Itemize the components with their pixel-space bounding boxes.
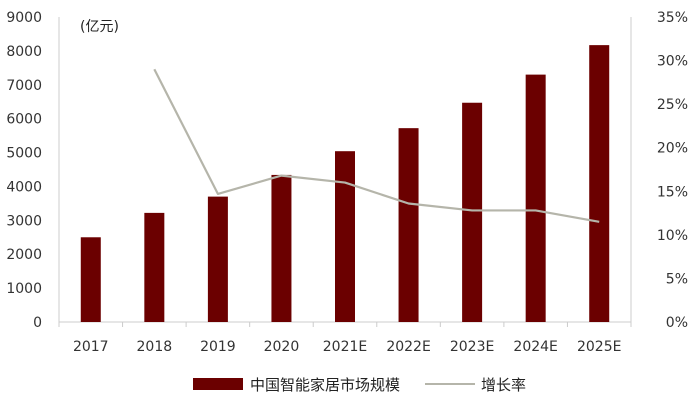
right-axis-tick-label: 10% xyxy=(657,228,688,244)
left-axis-tick-label: 2000 xyxy=(6,247,42,263)
x-axis-tick-label: 2018 xyxy=(137,339,173,355)
x-axis-tick-label: 2019 xyxy=(200,339,236,355)
tick-labels: 0 1000 2000 3000 4000 5000 6000 7000 8000 9000 0% 5… xyxy=(6,10,688,355)
x-axis-tick-label: 2020 xyxy=(264,339,300,355)
x-axis-tick-label: 2025E xyxy=(577,339,621,355)
left-axis-tick-label: 5000 xyxy=(6,146,42,162)
left-axis-tick-label: 3000 xyxy=(6,213,42,229)
right-axis-tick-label: 35% xyxy=(657,10,688,26)
left-axis-tick-label: 0 xyxy=(33,315,42,331)
x-axis-tick-label: 2017 xyxy=(73,339,109,355)
right-axis-tick-label: 25% xyxy=(657,97,688,113)
bar xyxy=(589,45,610,322)
bar xyxy=(271,174,292,322)
bar xyxy=(335,151,355,322)
left-axis-tick-label: 6000 xyxy=(6,112,42,128)
growth-rate-line xyxy=(153,68,600,223)
x-axis-tick-label: 2023E xyxy=(450,339,494,355)
bar xyxy=(207,196,228,322)
left-axis-unit-label: (亿元) xyxy=(80,19,119,35)
right-axis-tick-label: 0% xyxy=(666,315,688,331)
left-axis-tick-label: 7000 xyxy=(6,78,42,94)
bar xyxy=(80,237,101,322)
x-axis-tick-label: 2021E xyxy=(323,339,367,355)
bar-series xyxy=(80,45,610,322)
line-series xyxy=(153,68,600,223)
bar xyxy=(144,212,165,322)
right-axis-tick-label: 5% xyxy=(666,271,688,287)
x-axis-tick-label: 2024E xyxy=(513,339,557,355)
right-axis-tick-label: 30% xyxy=(657,54,688,70)
bar xyxy=(525,74,546,322)
left-axis-tick-label: 9000 xyxy=(6,10,42,26)
right-axis-tick-label: 15% xyxy=(657,184,688,200)
right-axis-tick-label: 20% xyxy=(657,141,688,157)
legend-bar-swatch xyxy=(193,378,243,390)
left-axis-tick-label: 1000 xyxy=(6,281,42,297)
left-axis-tick-label: 4000 xyxy=(6,179,42,195)
left-axis-tick-label: 8000 xyxy=(6,44,42,60)
bar xyxy=(398,128,419,322)
legend-bar-label: 中国智能家居市场规模 xyxy=(250,376,400,394)
bar xyxy=(462,102,483,322)
x-axis-tick-label: 2022E xyxy=(386,339,430,355)
legend-line-label: 增长率 xyxy=(481,376,526,394)
legend: 中国智能家居市场规模 增长率 xyxy=(193,376,526,394)
